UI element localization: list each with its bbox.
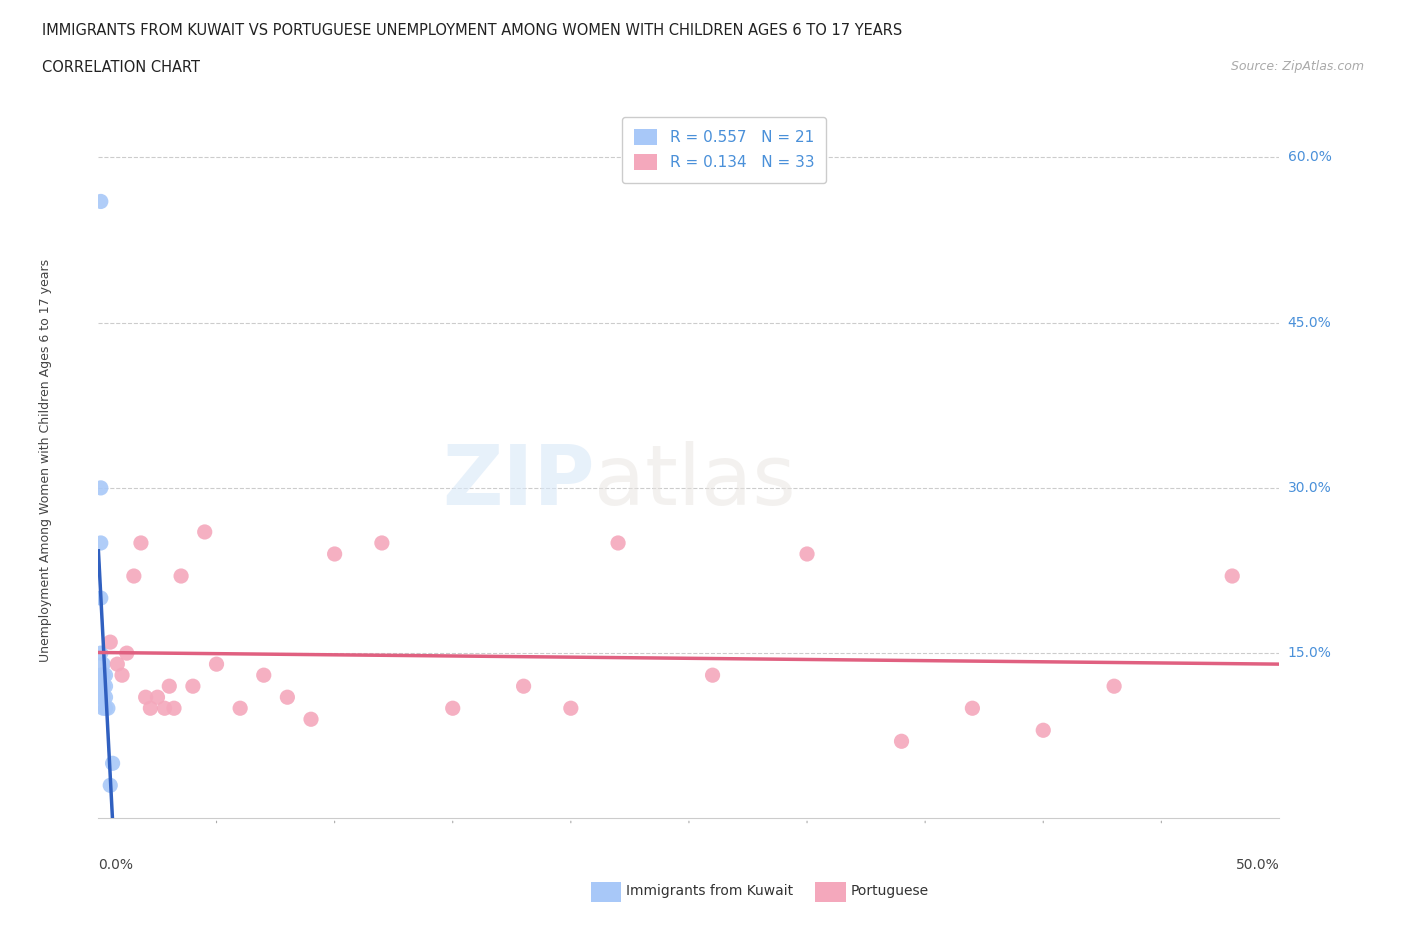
Text: IMMIGRANTS FROM KUWAIT VS PORTUGUESE UNEMPLOYMENT AMONG WOMEN WITH CHILDREN AGES: IMMIGRANTS FROM KUWAIT VS PORTUGUESE UNE… (42, 23, 903, 38)
Text: Unemployment Among Women with Children Ages 6 to 17 years: Unemployment Among Women with Children A… (39, 259, 52, 662)
Point (94, 668, 117, 683)
Point (90, 536, 112, 551)
Point (139, 701, 162, 716)
Point (229, 701, 252, 716)
Point (91, 701, 114, 716)
Point (323, 547, 346, 562)
Point (90, 690, 112, 705)
Point (194, 525, 217, 539)
Point (94, 690, 117, 705)
Point (90, 481, 112, 496)
Point (607, 536, 630, 551)
Point (253, 668, 276, 683)
Point (146, 690, 169, 705)
Point (101, 756, 124, 771)
Point (157, 679, 180, 694)
Point (1220, 568, 1243, 583)
Text: ZIP: ZIP (441, 442, 595, 523)
Point (135, 690, 157, 705)
Point (90, 645, 112, 660)
Point (91, 679, 114, 694)
Point (94, 701, 117, 716)
Point (702, 668, 724, 683)
Point (98, 634, 121, 649)
Text: CORRELATION CHART: CORRELATION CHART (42, 60, 200, 75)
Point (276, 690, 298, 705)
Text: 50.0%: 50.0% (1236, 857, 1279, 871)
Point (163, 701, 186, 716)
Text: 0.0%: 0.0% (98, 857, 134, 871)
Text: Source: ZipAtlas.com: Source: ZipAtlas.com (1230, 60, 1364, 73)
Point (890, 734, 912, 749)
Point (122, 568, 145, 583)
Text: atlas: atlas (595, 442, 796, 523)
Point (153, 701, 176, 716)
Point (90, 679, 112, 694)
Point (97, 701, 120, 716)
Point (94, 679, 117, 694)
Point (371, 536, 394, 551)
Point (962, 701, 984, 716)
Text: 60.0%: 60.0% (1288, 151, 1331, 165)
Point (796, 547, 818, 562)
Point (98, 777, 121, 792)
Point (560, 701, 582, 716)
Point (170, 568, 193, 583)
Point (129, 536, 152, 551)
Point (115, 645, 138, 660)
Point (181, 679, 204, 694)
Point (1102, 679, 1125, 694)
Point (90, 194, 112, 209)
Text: 45.0%: 45.0% (1288, 315, 1331, 329)
Point (111, 668, 134, 683)
Point (512, 679, 534, 694)
Point (90, 591, 112, 605)
Text: 15.0%: 15.0% (1288, 646, 1331, 660)
Text: Portuguese: Portuguese (851, 884, 929, 898)
Point (1032, 723, 1054, 737)
Point (91, 679, 114, 694)
Text: 30.0%: 30.0% (1288, 481, 1331, 495)
Point (90, 668, 112, 683)
Point (299, 711, 322, 726)
Point (441, 701, 464, 716)
Point (91, 690, 114, 705)
Legend: R = 0.557   N = 21, R = 0.134   N = 33: R = 0.557 N = 21, R = 0.134 N = 33 (623, 117, 827, 182)
Point (205, 657, 228, 671)
Point (91, 668, 114, 683)
Point (91, 657, 114, 671)
Point (105, 657, 128, 671)
Text: Immigrants from Kuwait: Immigrants from Kuwait (626, 884, 793, 898)
